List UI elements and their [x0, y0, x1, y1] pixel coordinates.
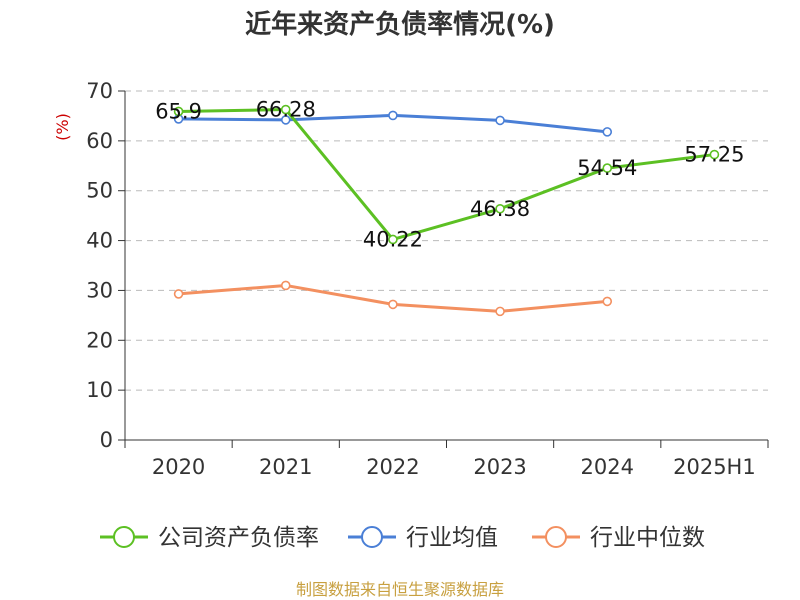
data-point [602, 163, 613, 173]
series-layer [173, 104, 720, 317]
data-label: 57.25 [684, 143, 744, 167]
data-label: 66.28 [256, 98, 316, 122]
data-point [280, 115, 291, 125]
series-line [178, 108, 715, 241]
data-point [388, 110, 398, 121]
x-tick-label: 2020 [152, 455, 205, 479]
y-tick-label: 60 [86, 129, 113, 153]
legend-swatch-marker [113, 526, 135, 548]
data-point [495, 306, 505, 317]
x-tick-label: 2025H1 [673, 455, 756, 479]
x-tick-label: 2023 [473, 455, 526, 479]
x-tick-label: 2022 [366, 455, 419, 479]
data-point [495, 203, 505, 214]
y-tick-label: 70 [86, 79, 113, 103]
y-tick-label: 40 [86, 229, 113, 253]
data-point [388, 234, 398, 245]
y-tick-label: 30 [86, 278, 113, 302]
x-tick-label: 2021 [259, 455, 312, 479]
series-2 [173, 280, 613, 317]
y-tick-label: 10 [86, 378, 113, 402]
legend-label: 行业中位数 [590, 525, 705, 551]
chart-title: 近年来资产负债率情况(%) [245, 9, 555, 40]
data-point [280, 280, 291, 291]
x-tick-label: 2024 [581, 455, 634, 479]
data-point [173, 106, 184, 117]
legend-item: 公司资产负债率 [100, 525, 319, 551]
gridlines [125, 90, 768, 391]
legend-swatch-marker [545, 526, 567, 548]
data-point [709, 149, 720, 160]
data-point [173, 289, 184, 299]
legend-item: 行业中位数 [532, 525, 705, 551]
y-tick-label: 50 [86, 179, 113, 203]
legend-item: 行业均值 [348, 525, 498, 551]
data-point [602, 296, 613, 307]
legend: 公司资产负债率 行业均值 行业中位数 [100, 525, 705, 551]
data-label: 46.38 [470, 197, 530, 221]
axes: 0 10 20 30 40 50 60 70 2020 2021 2022 2023 2024 2025H… [86, 79, 769, 479]
data-label: 54.54 [577, 156, 637, 180]
legend-swatch-marker [361, 526, 383, 548]
data-labels: 65.9 66.28 40.22 46.38 54.54 57.25 [155, 98, 744, 252]
y-tick-label: 0 [100, 428, 113, 452]
data-label: 40.22 [363, 227, 423, 251]
source-note: 制图数据来自恒生聚源数据库 [296, 580, 504, 599]
data-point [602, 127, 613, 137]
series-1 [173, 110, 613, 137]
data-point [280, 104, 291, 115]
legend-label: 公司资产负债率 [158, 525, 319, 551]
data-point [495, 115, 505, 126]
data-point [388, 299, 398, 310]
legend-label: 行业均值 [406, 525, 498, 551]
series-0 [173, 104, 720, 245]
data-label: 65.9 [155, 99, 202, 123]
y-axis-label: (%) [53, 113, 72, 141]
y-tick-label: 20 [86, 328, 113, 352]
